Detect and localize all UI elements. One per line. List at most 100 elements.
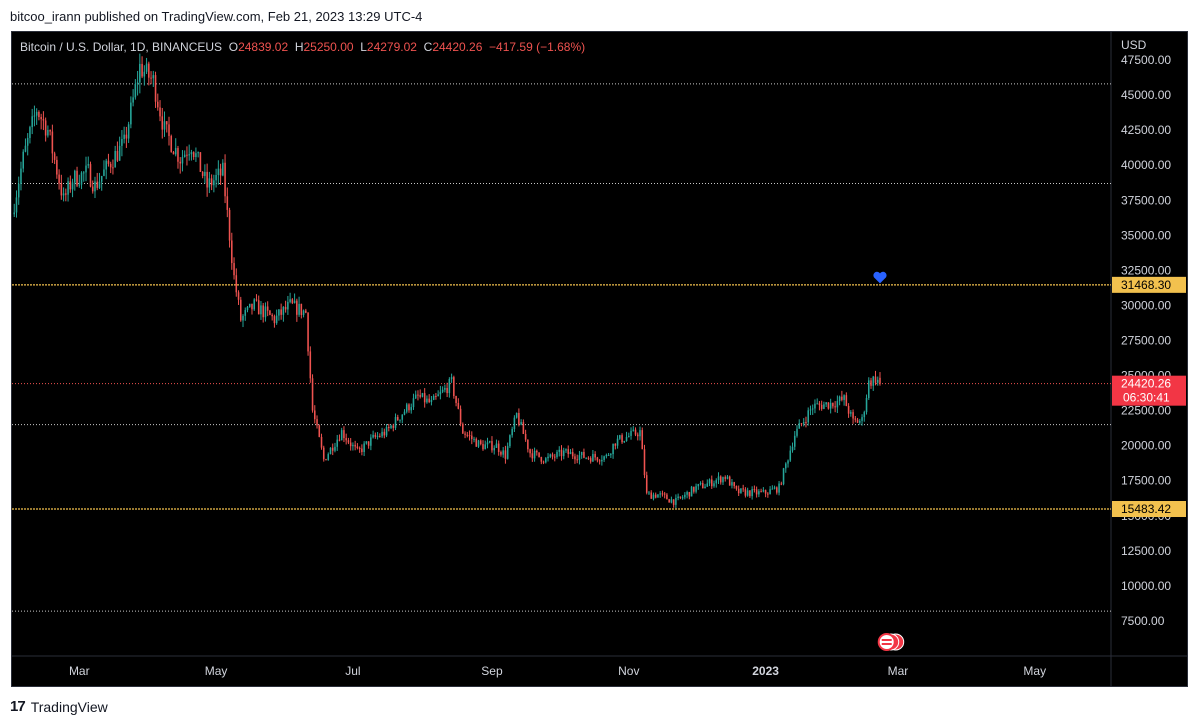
candle-body — [670, 499, 673, 503]
candle-body — [379, 435, 381, 437]
candle-body — [706, 483, 709, 487]
candle-body — [78, 184, 81, 186]
candle-body — [143, 71, 146, 77]
candle-body — [778, 483, 780, 493]
candle-body — [284, 306, 287, 310]
candle-body — [80, 172, 83, 185]
candle-body — [29, 127, 31, 138]
candle-body — [728, 476, 731, 486]
close-label: C — [423, 40, 433, 54]
candle-body — [515, 413, 518, 418]
candle-body — [228, 209, 231, 241]
candle-body — [693, 486, 695, 492]
candle-body — [760, 491, 762, 493]
candle-body — [188, 154, 190, 156]
candle-body — [800, 423, 803, 425]
candle-body — [634, 429, 637, 435]
candle-body — [562, 450, 565, 457]
candle-body — [580, 451, 583, 456]
chart-frame[interactable]: USD7500.0010000.0012500.0015000.0017500.… — [11, 31, 1188, 687]
candle-body — [491, 441, 493, 451]
candle-body — [94, 181, 96, 192]
candle-body — [334, 446, 336, 451]
candle-body — [697, 484, 700, 487]
candle-body — [40, 117, 42, 120]
y-tick-label: 10000.00 — [1121, 579, 1171, 593]
candle-body — [217, 168, 220, 175]
candle-body — [302, 310, 305, 315]
candle-body — [744, 489, 747, 496]
y-tick-label: 30000.00 — [1121, 298, 1171, 312]
candle-body — [399, 419, 401, 421]
candle-body — [298, 303, 300, 315]
footer-brand[interactable]: TradingView — [30, 698, 108, 715]
candle-body — [109, 163, 112, 168]
candle-body — [850, 412, 852, 414]
candle-body — [13, 212, 16, 215]
tradingview-logo-icon[interactable]: 17 — [10, 698, 26, 715]
candle-body — [336, 439, 338, 447]
candle-body — [773, 487, 776, 489]
candle-body — [518, 413, 520, 425]
candle-body — [585, 457, 587, 459]
candle-body — [688, 492, 691, 497]
candle-body — [659, 493, 661, 495]
candle-body — [296, 300, 298, 315]
candle-body — [396, 417, 399, 421]
candle-body — [684, 494, 686, 498]
candle-body — [381, 431, 383, 437]
candle-body — [479, 440, 482, 444]
candle-body — [141, 63, 143, 77]
candle-body — [213, 180, 215, 186]
candle-body — [556, 451, 558, 458]
candle-body — [432, 395, 435, 400]
candle-body — [495, 443, 498, 448]
candle-body — [121, 138, 123, 146]
candle-body — [619, 435, 621, 439]
candle-body — [735, 486, 738, 489]
candle-body — [134, 83, 137, 98]
candle-body — [450, 377, 453, 380]
candle-body — [791, 446, 794, 451]
candle-body — [287, 301, 289, 310]
candle-body — [190, 152, 193, 155]
candle-body — [623, 440, 626, 443]
candle-body — [616, 438, 619, 446]
candle-body — [661, 493, 664, 495]
candle-body — [282, 306, 285, 315]
candle-body — [473, 438, 475, 440]
y-tick-label: 35000.00 — [1121, 228, 1171, 242]
candle-body — [414, 394, 417, 399]
candle-body — [446, 387, 448, 394]
candle-body — [235, 275, 238, 293]
candle-body — [583, 451, 585, 458]
candle-body — [603, 456, 605, 460]
candle-body — [746, 490, 749, 496]
candle-body — [448, 379, 451, 394]
candle-body — [197, 152, 199, 154]
candle-body — [493, 447, 495, 451]
candle-body — [607, 454, 610, 456]
candle-body — [466, 434, 469, 436]
candle-body — [818, 403, 821, 405]
candle-body — [410, 407, 413, 411]
candle-body — [112, 167, 114, 169]
candle-body — [533, 450, 536, 459]
y-tick-label: 12500.00 — [1121, 544, 1171, 558]
candle-body — [159, 107, 161, 117]
candle-body — [428, 398, 430, 403]
candle-body — [457, 402, 460, 409]
candle-body — [639, 430, 641, 437]
candle-body — [343, 430, 345, 439]
candle-body — [527, 439, 529, 450]
y-tick-label: 37500.00 — [1121, 193, 1171, 207]
candle-body — [130, 102, 132, 125]
candle-body — [679, 496, 682, 498]
candle-body — [226, 196, 229, 210]
candle-body — [347, 440, 350, 443]
candle-body — [504, 450, 507, 459]
level-price-label-bg — [1112, 276, 1186, 293]
candle-body — [587, 457, 590, 459]
candlestick-chart[interactable]: USD7500.0010000.0012500.0015000.0017500.… — [12, 32, 1187, 686]
level-price-label-bg — [1112, 500, 1186, 517]
